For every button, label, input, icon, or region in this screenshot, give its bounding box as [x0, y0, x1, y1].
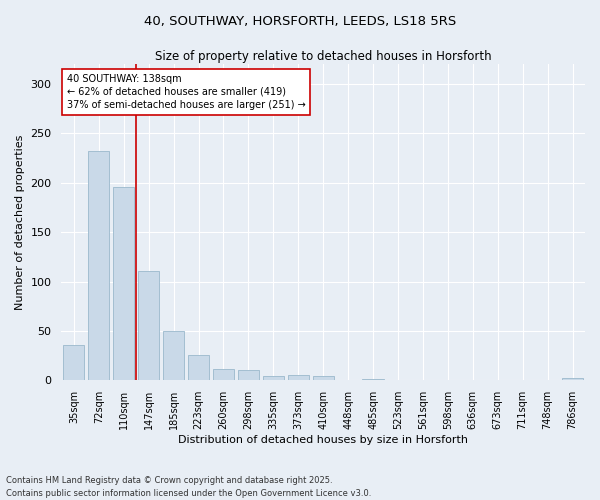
- Bar: [562, 378, 583, 380]
- Bar: [88, 151, 109, 380]
- X-axis label: Distribution of detached houses by size in Horsforth: Distribution of detached houses by size …: [178, 435, 468, 445]
- Bar: [138, 270, 159, 380]
- Bar: [63, 345, 85, 380]
- Text: 40, SOUTHWAY, HORSFORTH, LEEDS, LS18 5RS: 40, SOUTHWAY, HORSFORTH, LEEDS, LS18 5RS: [144, 15, 456, 28]
- Bar: [238, 370, 259, 380]
- Text: 40 SOUTHWAY: 138sqm
← 62% of detached houses are smaller (419)
37% of semi-detac: 40 SOUTHWAY: 138sqm ← 62% of detached ho…: [67, 74, 305, 110]
- Title: Size of property relative to detached houses in Horsforth: Size of property relative to detached ho…: [155, 50, 491, 63]
- Bar: [113, 186, 134, 380]
- Text: Contains HM Land Registry data © Crown copyright and database right 2025.
Contai: Contains HM Land Registry data © Crown c…: [6, 476, 371, 498]
- Bar: [287, 376, 309, 380]
- Bar: [163, 331, 184, 380]
- Y-axis label: Number of detached properties: Number of detached properties: [15, 134, 25, 310]
- Bar: [263, 376, 284, 380]
- Bar: [313, 376, 334, 380]
- Bar: [188, 354, 209, 380]
- Bar: [213, 370, 234, 380]
